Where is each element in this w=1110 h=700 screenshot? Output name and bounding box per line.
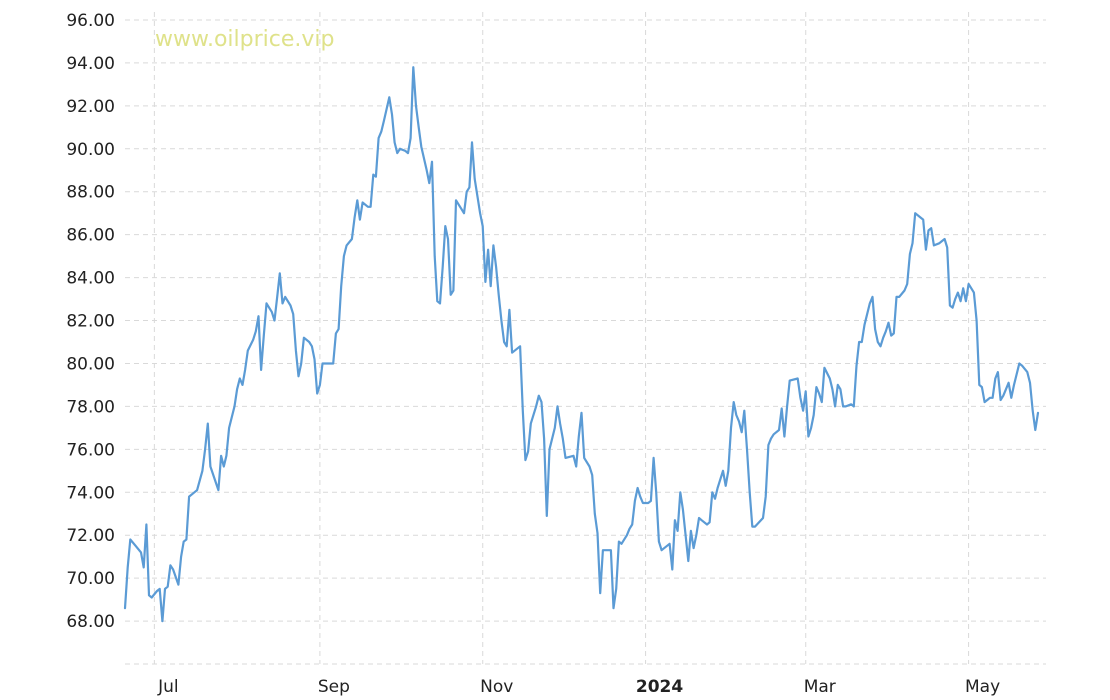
y-tick-label: 74.00 <box>66 483 115 503</box>
x-tick-label: Nov <box>480 677 513 697</box>
y-tick-label: 96.00 <box>66 11 115 31</box>
y-tick-label: 72.00 <box>66 526 115 546</box>
x-gridlines <box>153 12 970 664</box>
x-tick-label: Mar <box>804 677 836 697</box>
price-series-line <box>123 66 1040 623</box>
y-tick-label: 80.00 <box>66 354 115 374</box>
y-tick-label: 92.00 <box>66 97 115 117</box>
y-gridlines <box>125 19 1046 665</box>
x-tick-label: Sep <box>318 677 350 697</box>
y-tick-label: 94.00 <box>66 54 115 74</box>
y-tick-label: 86.00 <box>66 226 115 246</box>
y-tick-label: 78.00 <box>66 397 115 417</box>
y-tick-label: 76.00 <box>66 440 115 460</box>
y-tick-label: 82.00 <box>66 312 115 332</box>
y-tick-label: 90.00 <box>66 140 115 160</box>
y-tick-label: 84.00 <box>66 269 115 289</box>
x-tick-label: 2024 <box>636 677 683 697</box>
y-axis-tick-labels: 68.00 70.00 72.00 74.00 76.00 78.00 80.00 82.00… <box>66 11 115 632</box>
x-tick-label: May <box>965 677 1000 697</box>
x-tick-label: Jul <box>157 677 179 697</box>
y-tick-label: 88.00 <box>66 183 115 203</box>
watermark: www.oilprice.vip <box>155 27 334 52</box>
x-axis-tick-labels: Jul Sep Nov 2024 Mar May <box>157 677 1000 697</box>
y-tick-label: 68.00 <box>66 612 115 632</box>
y-tick-label: 70.00 <box>66 569 115 589</box>
